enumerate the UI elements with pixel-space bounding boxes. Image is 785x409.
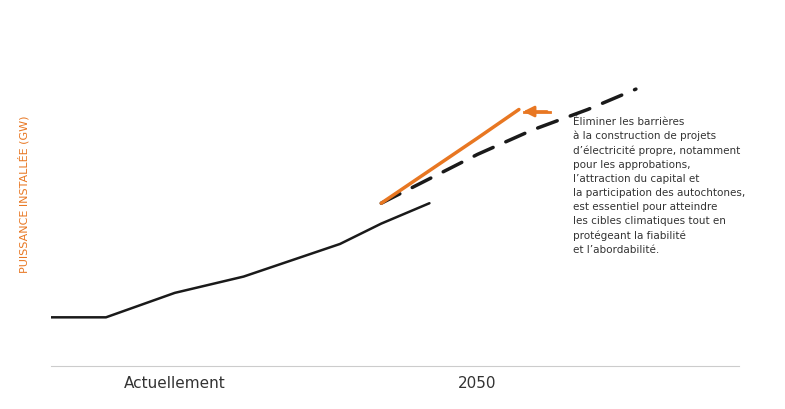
Text: PUISSANCE INSTALLÉE (GW): PUISSANCE INSTALLÉE (GW) (17, 115, 29, 272)
Text: 2050: 2050 (458, 375, 497, 390)
Text: Actuellement: Actuellement (124, 375, 225, 390)
Text: Éliminer les barrières
à la construction de projets
d’électricité propre, notamm: Éliminer les barrières à la construction… (572, 116, 745, 254)
